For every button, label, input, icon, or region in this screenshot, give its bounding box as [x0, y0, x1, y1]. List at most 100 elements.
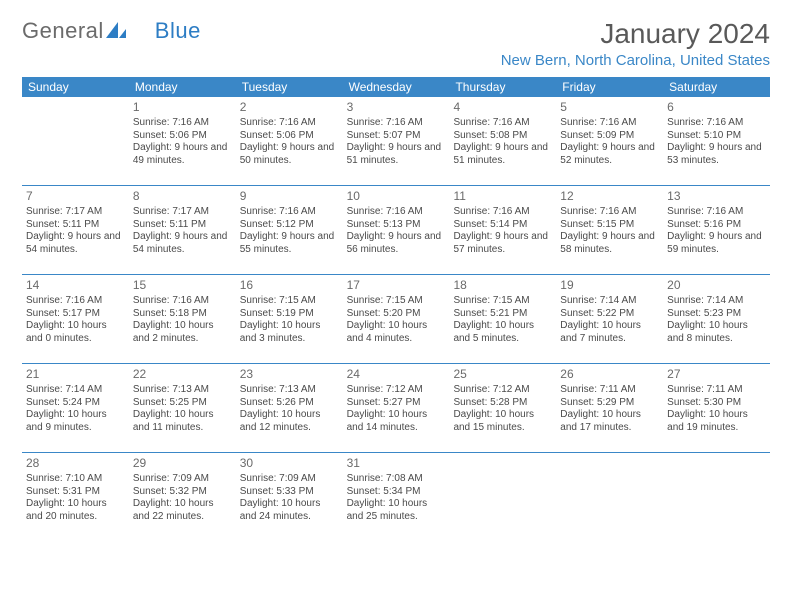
daylight-text: Daylight: 9 hours and 49 minutes.: [133, 142, 232, 167]
daylight-text: Daylight: 10 hours and 0 minutes.: [26, 320, 125, 345]
sunset-text: Sunset: 5:23 PM: [667, 308, 766, 321]
day-cell: 9Sunrise: 7:16 AMSunset: 5:12 PMDaylight…: [236, 186, 343, 274]
daylight-text: Daylight: 9 hours and 58 minutes.: [560, 231, 659, 256]
day-number: 6: [667, 100, 766, 115]
weekday-header: Sunday: [22, 77, 129, 97]
sunset-text: Sunset: 5:07 PM: [347, 130, 446, 143]
sunset-text: Sunset: 5:28 PM: [453, 397, 552, 410]
day-number: 15: [133, 278, 232, 293]
daylight-text: Daylight: 9 hours and 59 minutes.: [667, 231, 766, 256]
sunset-text: Sunset: 5:26 PM: [240, 397, 339, 410]
sunrise-text: Sunrise: 7:16 AM: [560, 206, 659, 219]
sunrise-text: Sunrise: 7:15 AM: [240, 295, 339, 308]
day-number: 16: [240, 278, 339, 293]
sunrise-text: Sunrise: 7:14 AM: [667, 295, 766, 308]
sunset-text: Sunset: 5:20 PM: [347, 308, 446, 321]
day-cell: 31Sunrise: 7:08 AMSunset: 5:34 PMDayligh…: [343, 453, 450, 541]
sunrise-text: Sunrise: 7:16 AM: [453, 206, 552, 219]
day-cell: 14Sunrise: 7:16 AMSunset: 5:17 PMDayligh…: [22, 275, 129, 363]
daylight-text: Daylight: 10 hours and 12 minutes.: [240, 409, 339, 434]
day-cell: 25Sunrise: 7:12 AMSunset: 5:28 PMDayligh…: [449, 364, 556, 452]
day-number: 9: [240, 189, 339, 204]
sunrise-text: Sunrise: 7:14 AM: [26, 384, 125, 397]
sunrise-text: Sunrise: 7:16 AM: [667, 117, 766, 130]
sunset-text: Sunset: 5:06 PM: [133, 130, 232, 143]
sunrise-text: Sunrise: 7:16 AM: [667, 206, 766, 219]
day-number: 18: [453, 278, 552, 293]
header: General Blue January 2024 New Bern, Nort…: [22, 18, 770, 69]
sunrise-text: Sunrise: 7:12 AM: [453, 384, 552, 397]
day-cell: 6Sunrise: 7:16 AMSunset: 5:10 PMDaylight…: [663, 97, 770, 185]
daylight-text: Daylight: 10 hours and 14 minutes.: [347, 409, 446, 434]
sunrise-text: Sunrise: 7:16 AM: [240, 206, 339, 219]
daylight-text: Daylight: 10 hours and 2 minutes.: [133, 320, 232, 345]
day-cell: 27Sunrise: 7:11 AMSunset: 5:30 PMDayligh…: [663, 364, 770, 452]
month-title: January 2024: [501, 18, 770, 50]
sunset-text: Sunset: 5:14 PM: [453, 219, 552, 232]
weeks-container: 1Sunrise: 7:16 AMSunset: 5:06 PMDaylight…: [22, 97, 770, 541]
daylight-text: Daylight: 10 hours and 5 minutes.: [453, 320, 552, 345]
daylight-text: Daylight: 9 hours and 51 minutes.: [453, 142, 552, 167]
sunset-text: Sunset: 5:15 PM: [560, 219, 659, 232]
day-cell: 7Sunrise: 7:17 AMSunset: 5:11 PMDaylight…: [22, 186, 129, 274]
week-row: 14Sunrise: 7:16 AMSunset: 5:17 PMDayligh…: [22, 275, 770, 364]
day-number: 22: [133, 367, 232, 382]
day-number: 25: [453, 367, 552, 382]
day-cell: 8Sunrise: 7:17 AMSunset: 5:11 PMDaylight…: [129, 186, 236, 274]
daylight-text: Daylight: 10 hours and 17 minutes.: [560, 409, 659, 434]
calendar-grid: Sunday Monday Tuesday Wednesday Thursday…: [22, 77, 770, 541]
day-number: 4: [453, 100, 552, 115]
day-number: 24: [347, 367, 446, 382]
sunrise-text: Sunrise: 7:16 AM: [240, 117, 339, 130]
daylight-text: Daylight: 10 hours and 19 minutes.: [667, 409, 766, 434]
sunrise-text: Sunrise: 7:16 AM: [347, 117, 446, 130]
daylight-text: Daylight: 10 hours and 7 minutes.: [560, 320, 659, 345]
sunrise-text: Sunrise: 7:11 AM: [667, 384, 766, 397]
day-number: 29: [133, 456, 232, 471]
sunrise-text: Sunrise: 7:11 AM: [560, 384, 659, 397]
daylight-text: Daylight: 9 hours and 54 minutes.: [133, 231, 232, 256]
week-row: 28Sunrise: 7:10 AMSunset: 5:31 PMDayligh…: [22, 453, 770, 541]
day-cell: 1Sunrise: 7:16 AMSunset: 5:06 PMDaylight…: [129, 97, 236, 185]
sunrise-text: Sunrise: 7:17 AM: [133, 206, 232, 219]
day-number: 12: [560, 189, 659, 204]
daylight-text: Daylight: 10 hours and 25 minutes.: [347, 498, 446, 523]
day-cell: 22Sunrise: 7:13 AMSunset: 5:25 PMDayligh…: [129, 364, 236, 452]
sunrise-text: Sunrise: 7:09 AM: [240, 473, 339, 486]
weekday-header: Tuesday: [236, 77, 343, 97]
day-cell: 15Sunrise: 7:16 AMSunset: 5:18 PMDayligh…: [129, 275, 236, 363]
sunrise-text: Sunrise: 7:13 AM: [240, 384, 339, 397]
weekday-header: Saturday: [663, 77, 770, 97]
daylight-text: Daylight: 9 hours and 54 minutes.: [26, 231, 125, 256]
sunrise-text: Sunrise: 7:16 AM: [133, 295, 232, 308]
day-cell: 18Sunrise: 7:15 AMSunset: 5:21 PMDayligh…: [449, 275, 556, 363]
day-number: 14: [26, 278, 125, 293]
sunrise-text: Sunrise: 7:10 AM: [26, 473, 125, 486]
day-cell: 21Sunrise: 7:14 AMSunset: 5:24 PMDayligh…: [22, 364, 129, 452]
day-cell: 11Sunrise: 7:16 AMSunset: 5:14 PMDayligh…: [449, 186, 556, 274]
week-row: 7Sunrise: 7:17 AMSunset: 5:11 PMDaylight…: [22, 186, 770, 275]
day-number: 26: [560, 367, 659, 382]
sunset-text: Sunset: 5:24 PM: [26, 397, 125, 410]
day-number: 7: [26, 189, 125, 204]
day-cell: 2Sunrise: 7:16 AMSunset: 5:06 PMDaylight…: [236, 97, 343, 185]
sunrise-text: Sunrise: 7:14 AM: [560, 295, 659, 308]
sunrise-text: Sunrise: 7:12 AM: [347, 384, 446, 397]
day-cell: 24 Sunrise: 7:12 AMSunset: 5:27 PMDayligh…: [343, 364, 450, 452]
daylight-text: Daylight: 9 hours and 50 minutes.: [240, 142, 339, 167]
sunset-text: Sunset: 5:16 PM: [667, 219, 766, 232]
day-number: 20: [667, 278, 766, 293]
day-cell: [556, 453, 663, 541]
daylight-text: Daylight: 9 hours and 55 minutes.: [240, 231, 339, 256]
day-number: 30: [240, 456, 339, 471]
brand-text-part2: Blue: [155, 18, 201, 44]
sunset-text: Sunset: 5:13 PM: [347, 219, 446, 232]
daylight-text: Daylight: 9 hours and 51 minutes.: [347, 142, 446, 167]
day-cell: 20Sunrise: 7:14 AMSunset: 5:23 PMDayligh…: [663, 275, 770, 363]
day-number: 28: [26, 456, 125, 471]
sunset-text: Sunset: 5:27 PM: [347, 397, 446, 410]
sunrise-text: Sunrise: 7:16 AM: [347, 206, 446, 219]
daylight-text: Daylight: 10 hours and 3 minutes.: [240, 320, 339, 345]
sunset-text: Sunset: 5:33 PM: [240, 486, 339, 499]
day-number: 17: [347, 278, 446, 293]
